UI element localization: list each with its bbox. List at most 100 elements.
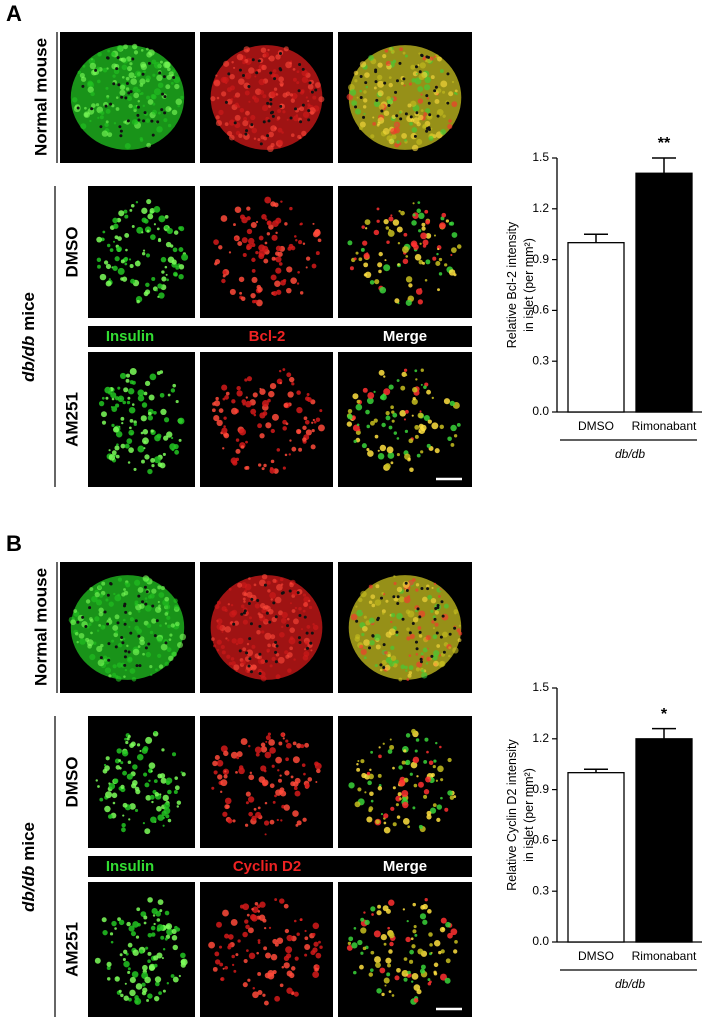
cell — [180, 952, 186, 959]
cell — [212, 760, 218, 767]
cell — [372, 116, 375, 119]
nucleus — [433, 617, 437, 621]
cell — [411, 127, 418, 133]
cell — [422, 123, 428, 129]
cell — [124, 214, 129, 219]
cell — [410, 937, 414, 941]
cell — [284, 770, 290, 776]
cell — [288, 453, 291, 456]
cell — [426, 389, 431, 395]
cell — [269, 747, 276, 754]
cell — [222, 274, 226, 278]
cell — [392, 786, 396, 790]
cell — [269, 664, 273, 668]
cell — [277, 769, 280, 772]
cell — [427, 909, 432, 914]
cell — [157, 585, 162, 590]
cell — [404, 665, 408, 670]
cell — [380, 812, 384, 816]
cell — [369, 791, 374, 797]
cell — [242, 647, 247, 652]
cell — [367, 780, 372, 786]
cell — [402, 908, 406, 911]
channel-label: Merge — [383, 328, 427, 345]
cell — [216, 623, 223, 631]
cell — [282, 737, 285, 740]
cell — [376, 910, 382, 916]
cell — [159, 909, 163, 913]
cell — [283, 46, 289, 52]
cell — [149, 673, 153, 677]
cell — [227, 818, 233, 824]
cell — [376, 207, 380, 211]
cell — [289, 93, 294, 97]
cell — [286, 266, 293, 273]
cell — [419, 410, 422, 413]
cell — [408, 654, 412, 658]
cell — [278, 369, 282, 373]
cell — [243, 46, 250, 53]
cell — [153, 955, 159, 961]
cell — [221, 91, 227, 97]
cell — [165, 84, 171, 90]
cell — [312, 95, 317, 100]
cell — [109, 815, 112, 819]
cell — [426, 443, 431, 448]
cell — [311, 421, 314, 424]
cell — [181, 772, 186, 777]
cell — [397, 242, 401, 245]
cell — [262, 94, 267, 99]
cell — [284, 453, 288, 457]
nucleus — [106, 622, 110, 626]
cell — [383, 821, 387, 825]
cell — [223, 60, 230, 67]
cell — [167, 67, 171, 72]
cell — [132, 86, 139, 93]
nucleus — [145, 590, 149, 594]
cell — [312, 624, 319, 631]
cell — [240, 445, 245, 449]
cell — [108, 601, 114, 607]
cell — [111, 104, 115, 108]
significance: * — [661, 706, 668, 723]
cell — [264, 618, 269, 623]
cell — [239, 214, 246, 220]
cell — [106, 243, 111, 248]
cell — [387, 749, 393, 754]
cell — [117, 386, 121, 390]
cell — [413, 998, 419, 1003]
cell — [397, 263, 400, 266]
cell — [147, 951, 152, 956]
nucleus — [131, 57, 135, 61]
nucleus — [232, 622, 236, 626]
cell — [159, 392, 165, 398]
cell — [149, 794, 155, 800]
cell — [233, 969, 237, 973]
cell — [428, 135, 434, 141]
nucleus — [404, 112, 408, 116]
cell — [379, 395, 385, 400]
cell — [126, 644, 129, 648]
cell — [297, 429, 301, 434]
cell — [162, 948, 166, 951]
nucleus — [274, 660, 278, 664]
cell — [153, 88, 161, 96]
cell — [383, 826, 391, 834]
cell — [349, 89, 357, 96]
cell — [281, 625, 284, 629]
cell — [125, 378, 130, 383]
cell — [142, 429, 149, 435]
cell — [302, 425, 307, 431]
cell — [214, 262, 218, 266]
cell — [292, 77, 297, 82]
cell — [405, 669, 408, 672]
cell — [175, 621, 180, 627]
cell — [289, 646, 293, 651]
cell — [147, 213, 154, 220]
cell — [231, 407, 238, 415]
cell — [433, 971, 438, 976]
cell — [162, 824, 165, 827]
cell — [280, 617, 287, 624]
cell — [301, 69, 308, 77]
cell — [439, 424, 444, 430]
